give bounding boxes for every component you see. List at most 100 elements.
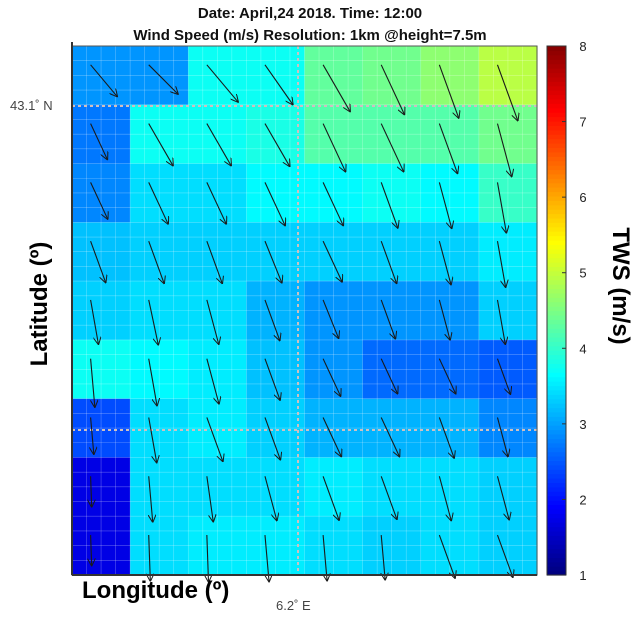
y-axis-label: Latitude (º) [26,241,53,367]
wind-vector-arrow [91,417,94,453]
heatmap-cell [72,457,131,517]
colorbar-segment [547,539,566,545]
wind-vector-arrow [438,64,458,118]
wind-vector-arrow [496,64,517,121]
colorbar-segment [547,182,566,188]
wind-vector-arrow [322,476,339,520]
colorbar-segment [547,90,566,96]
colorbar-segment [547,376,566,382]
colorbar-segment [547,319,566,325]
heatmap-cell [304,516,364,576]
heatmap-cell [304,222,364,282]
colorbar-segment [547,165,566,171]
colorbar-segment [547,50,566,56]
heatmap-cell [304,398,364,459]
wind-vector-arrow [264,240,282,282]
heatmap-cell [304,339,364,400]
colorbar-tick-label: 6 [579,190,586,205]
colorbar-segment [547,328,566,334]
wind-vector-arrow [148,358,157,406]
colorbar-segment [547,420,566,426]
colorbar-segment [547,46,566,52]
colorbar-segment [547,451,566,457]
wind-vector-arrow [90,299,99,344]
colorbar-segment [547,570,566,576]
colorbar-segment [547,297,566,303]
heatmap-cell [130,457,189,517]
colorbar-segment [547,169,566,175]
wind-vector-arrow [206,123,231,166]
y-tick-latitude: 43.1˚ N [10,98,53,113]
colorbar-segment [547,323,566,329]
colorbar-segment [547,336,566,342]
wind-vector-arrow [496,358,510,394]
colorbar-segment [547,482,566,488]
wind-vector-arrow [91,476,92,506]
colorbar-segment [547,275,566,281]
colorbar-segment [547,500,566,506]
colorbar-segment [547,363,566,369]
colorbar-segment [547,504,566,510]
colorbar-segment [547,517,566,523]
wind-vector-arrow [380,182,398,227]
wind-vector-arrow [206,240,222,283]
colorbar-segment [547,253,566,259]
colorbar-frame [546,45,567,576]
colorbar-segment [547,526,566,532]
heatmap-cell [72,398,131,459]
colorbar-segment [547,151,566,157]
colorbar-segment [547,112,566,118]
colorbar-segment [547,438,566,444]
colorbar-segment [547,187,566,193]
wind-vector-arrow [206,299,219,344]
colorbar-segment [547,160,566,166]
wind-vector-arrow [496,299,505,344]
heatmap-cell [188,339,247,400]
wind-vector-arrow [496,241,505,287]
heatmap-cell [246,457,306,517]
colorbar-segment [547,235,566,241]
wind-vector-arrow [438,299,450,340]
heatmap-cell [478,281,538,341]
heatmap-cell [130,339,189,400]
colorbar-tick-label: 4 [579,341,586,356]
colorbar-segment [547,191,566,197]
wind-vector-arrow [438,358,455,394]
colorbar-segment [547,103,566,109]
colorbar-segment [547,156,566,162]
heatmap-cell [72,46,131,106]
heatmap-cell [478,457,538,517]
wind-vector-arrow [148,417,157,462]
colorbar-segment [547,76,566,82]
colorbar-segment [547,341,566,347]
heatmap-cell [304,46,364,106]
colorbar-segment [547,522,566,528]
colorbar-segment [547,345,566,351]
colorbar-segment [547,491,566,497]
wind-vector-arrow [380,299,395,339]
wind-vector-arrow [380,123,403,172]
heatmap-cell [478,398,538,459]
colorbar-segment [547,372,566,378]
wind-vector-arrow [148,299,158,345]
colorbar-segment [547,262,566,268]
colorbar-segment [547,310,566,316]
wind-vector-arrow [438,123,457,174]
colorbar-segment [547,469,566,475]
wind-vector-arrow [380,417,399,456]
colorbar-segment [547,473,566,479]
wind-vector-arrow [496,182,506,232]
wind-vector-arrow [148,64,178,94]
colorbar-segment [547,530,566,536]
colorbar-segment [547,354,566,360]
colorbar-segment [547,389,566,395]
colorbar-segment [547,213,566,219]
colorbar-segment [547,447,566,453]
colorbar-tick-label: 8 [579,39,586,54]
colorbar-segment [547,125,566,131]
heatmap-cell [362,104,422,165]
colorbar-segment [547,314,566,320]
colorbar-segment [547,425,566,431]
heatmap-cell [188,457,247,517]
colorbar-segment [547,407,566,413]
